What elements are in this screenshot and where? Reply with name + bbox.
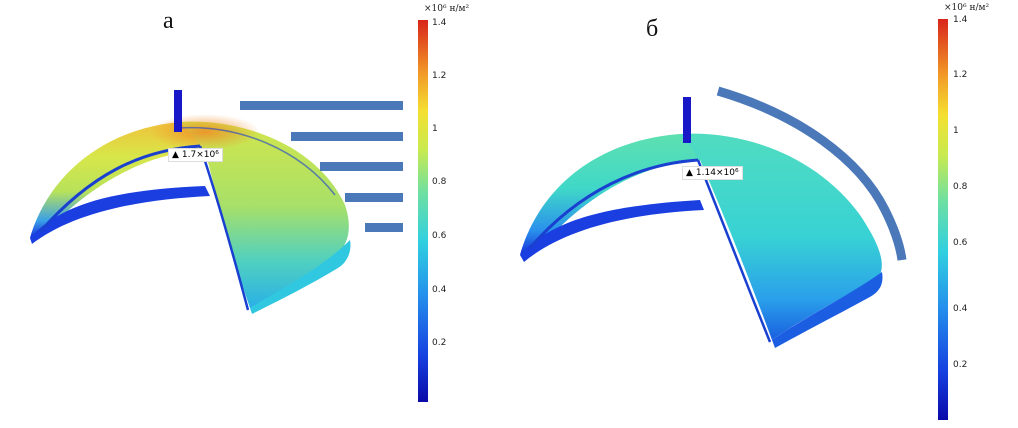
colorbar-tick: 0.6: [432, 231, 447, 241]
panel-a-max-marker: ▲ 1.7×10⁶: [168, 148, 223, 162]
triangle-marker-icon: ▲: [172, 150, 179, 160]
colorbar-tick: 1.4: [432, 18, 447, 28]
panel-b-load-arc: [716, 86, 907, 261]
load-bar: [365, 223, 403, 232]
colorbar-tick: 1.2: [953, 70, 968, 80]
panel-a-colorbar-unit: ×10⁶ н/м²: [424, 4, 470, 14]
colorbar-tick: 0.6: [953, 238, 968, 248]
load-bar: [291, 132, 403, 141]
panel-b-colorbar: [938, 19, 948, 420]
panel-b-colorbar-unit: ×10⁶ н/м²: [944, 3, 990, 13]
colorbar-tick: 0.4: [432, 285, 447, 295]
colorbar-tick: 0.2: [953, 360, 968, 370]
panel-a-load-bars: [240, 101, 403, 232]
load-bar: [320, 162, 403, 171]
panel-a-max-value: 1.7×10⁶: [181, 150, 219, 160]
colorbar-tick: 0.8: [953, 182, 968, 192]
panel-b-max-marker: ▲ 1.14×10⁶: [682, 166, 743, 180]
colorbar-tick: 1.4: [953, 15, 968, 25]
colorbar-tick: 1.2: [432, 71, 447, 81]
triangle-marker-icon: ▲: [686, 168, 693, 178]
colorbar-tick: 1: [432, 124, 438, 134]
colorbar-tick: 0.2: [432, 338, 447, 348]
load-bar: [345, 193, 403, 202]
colorbar-tick: 0.4: [953, 304, 968, 314]
panel-a-shell: [30, 90, 351, 314]
panel-b-label: б: [646, 16, 659, 42]
colorbar-tick: 1: [953, 126, 959, 136]
panel-a-label: а: [163, 8, 174, 34]
panel-b-max-value: 1.14×10⁶: [695, 168, 739, 178]
panel-b-shell: [520, 97, 883, 348]
load-bar: [240, 101, 403, 110]
panel-a-colorbar: [418, 20, 428, 402]
colorbar-tick: 0.8: [432, 177, 447, 187]
